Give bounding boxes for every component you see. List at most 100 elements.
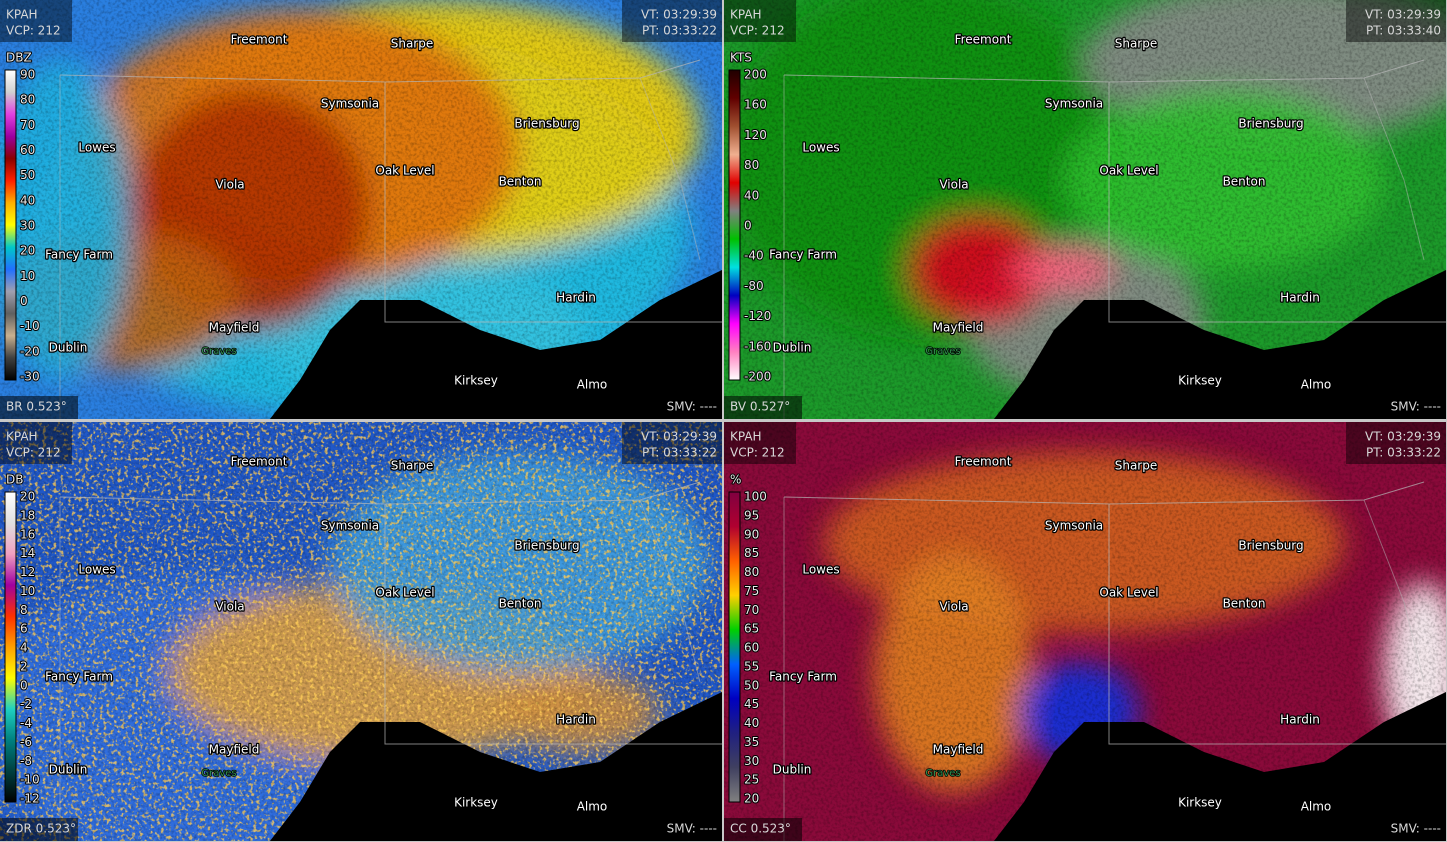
scale-label: -4 [20,716,32,730]
product-time: PT: 03:33:40 [1366,24,1441,38]
smv-box [642,818,722,841]
scale-unit: % [730,473,741,487]
town-label: Briensburg [514,117,579,131]
town-label: Fancy Farm [769,670,837,684]
product-time: PT: 03:33:22 [642,24,717,38]
scale-label: 60 [744,641,759,655]
town-label: Dublin [49,763,88,777]
radar-panel: %100 95 90 85 80 75 70 65 60 55 50 45 40 35 30 25 20 KPAH… [724,422,1446,841]
volume-time: VT: 03:29:39 [1365,8,1441,22]
town-label: Lowes [78,141,115,155]
scale-unit: DBZ [6,51,32,65]
smv: SMV: ---- [1391,822,1441,836]
scale-label: 90 [744,527,759,541]
vcp: VCP: 212 [6,24,61,38]
station: KPAH [6,430,38,444]
town-label: Freemont [955,33,1012,47]
scale-label: 80 [744,565,759,579]
scale-label: -12 [20,792,40,806]
scale-label: -200 [744,370,771,384]
town-label: Sharpe [1115,37,1158,51]
station: KPAH [730,430,762,444]
town-label: Symsonia [1045,97,1103,111]
town-label: Oak Level [375,586,434,600]
town-label: Oak Level [375,164,434,178]
town-label: Lowes [802,563,839,577]
town-label: Benton [1223,175,1266,189]
scale-label: 65 [744,622,759,636]
scale-label: -30 [20,370,40,384]
time-box [622,422,722,464]
scale-label: -160 [744,339,771,353]
scale-label: 85 [744,546,759,560]
info-box [724,0,796,42]
town-label: Fancy Farm [769,248,837,262]
smv-box [642,396,722,419]
town-label: Dublin [773,763,812,777]
info-box [724,422,796,464]
town-label: Freemont [231,33,288,47]
smv: SMV: ---- [667,400,717,414]
town-label: Hardin [556,291,596,305]
town-label: Dublin [773,341,812,355]
scale-label: -10 [20,319,40,333]
station: KPAH [6,8,38,22]
scale-label: 10 [20,584,35,598]
scale-label: 60 [20,143,35,157]
scale-label: 2 [20,659,28,673]
town-label: Viola [939,178,968,192]
county-line [59,75,701,419]
scale-label: 50 [744,678,759,692]
county-line [59,497,701,841]
color-bar [728,69,741,381]
town-label: Dublin [49,341,88,355]
smv-box [1366,818,1446,841]
smv-box [1366,396,1446,419]
town-label: Benton [1223,597,1266,611]
county-label: Graves [201,768,236,779]
radar-panel: DBZ 90 80 70 60 50 40 30 20 10 0 -10 -20 -30 KPAH VCP: … [0,0,722,419]
town-label: Freemont [955,455,1012,469]
town-label: Mayfield [933,743,984,757]
scale-label: -120 [744,309,771,323]
scale-label: 40 [744,716,759,730]
town-label: Lowes [78,563,115,577]
scale-label: -8 [20,754,32,768]
town-label: Almo [577,378,608,392]
radar-panel: DB20181614121086420-2-4-6-8-10-12KPAHVCP… [0,422,722,841]
product: BR 0.523° [6,400,67,414]
volume-time: VT: 03:29:39 [1365,430,1441,444]
scale-label: 6 [20,622,28,636]
town-label: Fancy Farm [45,670,113,684]
scale-label: 40 [744,188,759,202]
scale-label: 0 [20,294,28,308]
scale-label: 8 [20,603,28,617]
town-label: Kirksey [454,796,498,810]
radar-texture [0,0,722,419]
product-box [724,818,802,841]
scale-label: 45 [744,697,759,711]
color-bar [728,491,741,803]
product-box [724,396,802,419]
product: ZDR 0.523° [6,822,76,836]
product: BV 0.527° [730,400,790,414]
town-label: Viola [215,178,244,192]
product-box [0,396,78,419]
county-label: Graves [925,768,960,779]
town-label: Almo [1301,800,1332,814]
scale-label: -20 [20,344,40,358]
county-label: Graves [925,346,960,357]
smv: SMV: ---- [1391,400,1441,414]
scale-label: 35 [744,735,759,749]
scale-label: -80 [744,279,764,293]
scale-label: 50 [20,168,35,182]
town-label: Fancy Farm [45,248,113,262]
scale-label: 20 [20,244,35,258]
town-label: Symsonia [1045,519,1103,533]
scale-label: 80 [20,93,35,107]
scale-label: 55 [744,659,759,673]
town-label: Mayfield [933,321,984,335]
time-box [1346,0,1446,42]
info-box [0,0,72,42]
